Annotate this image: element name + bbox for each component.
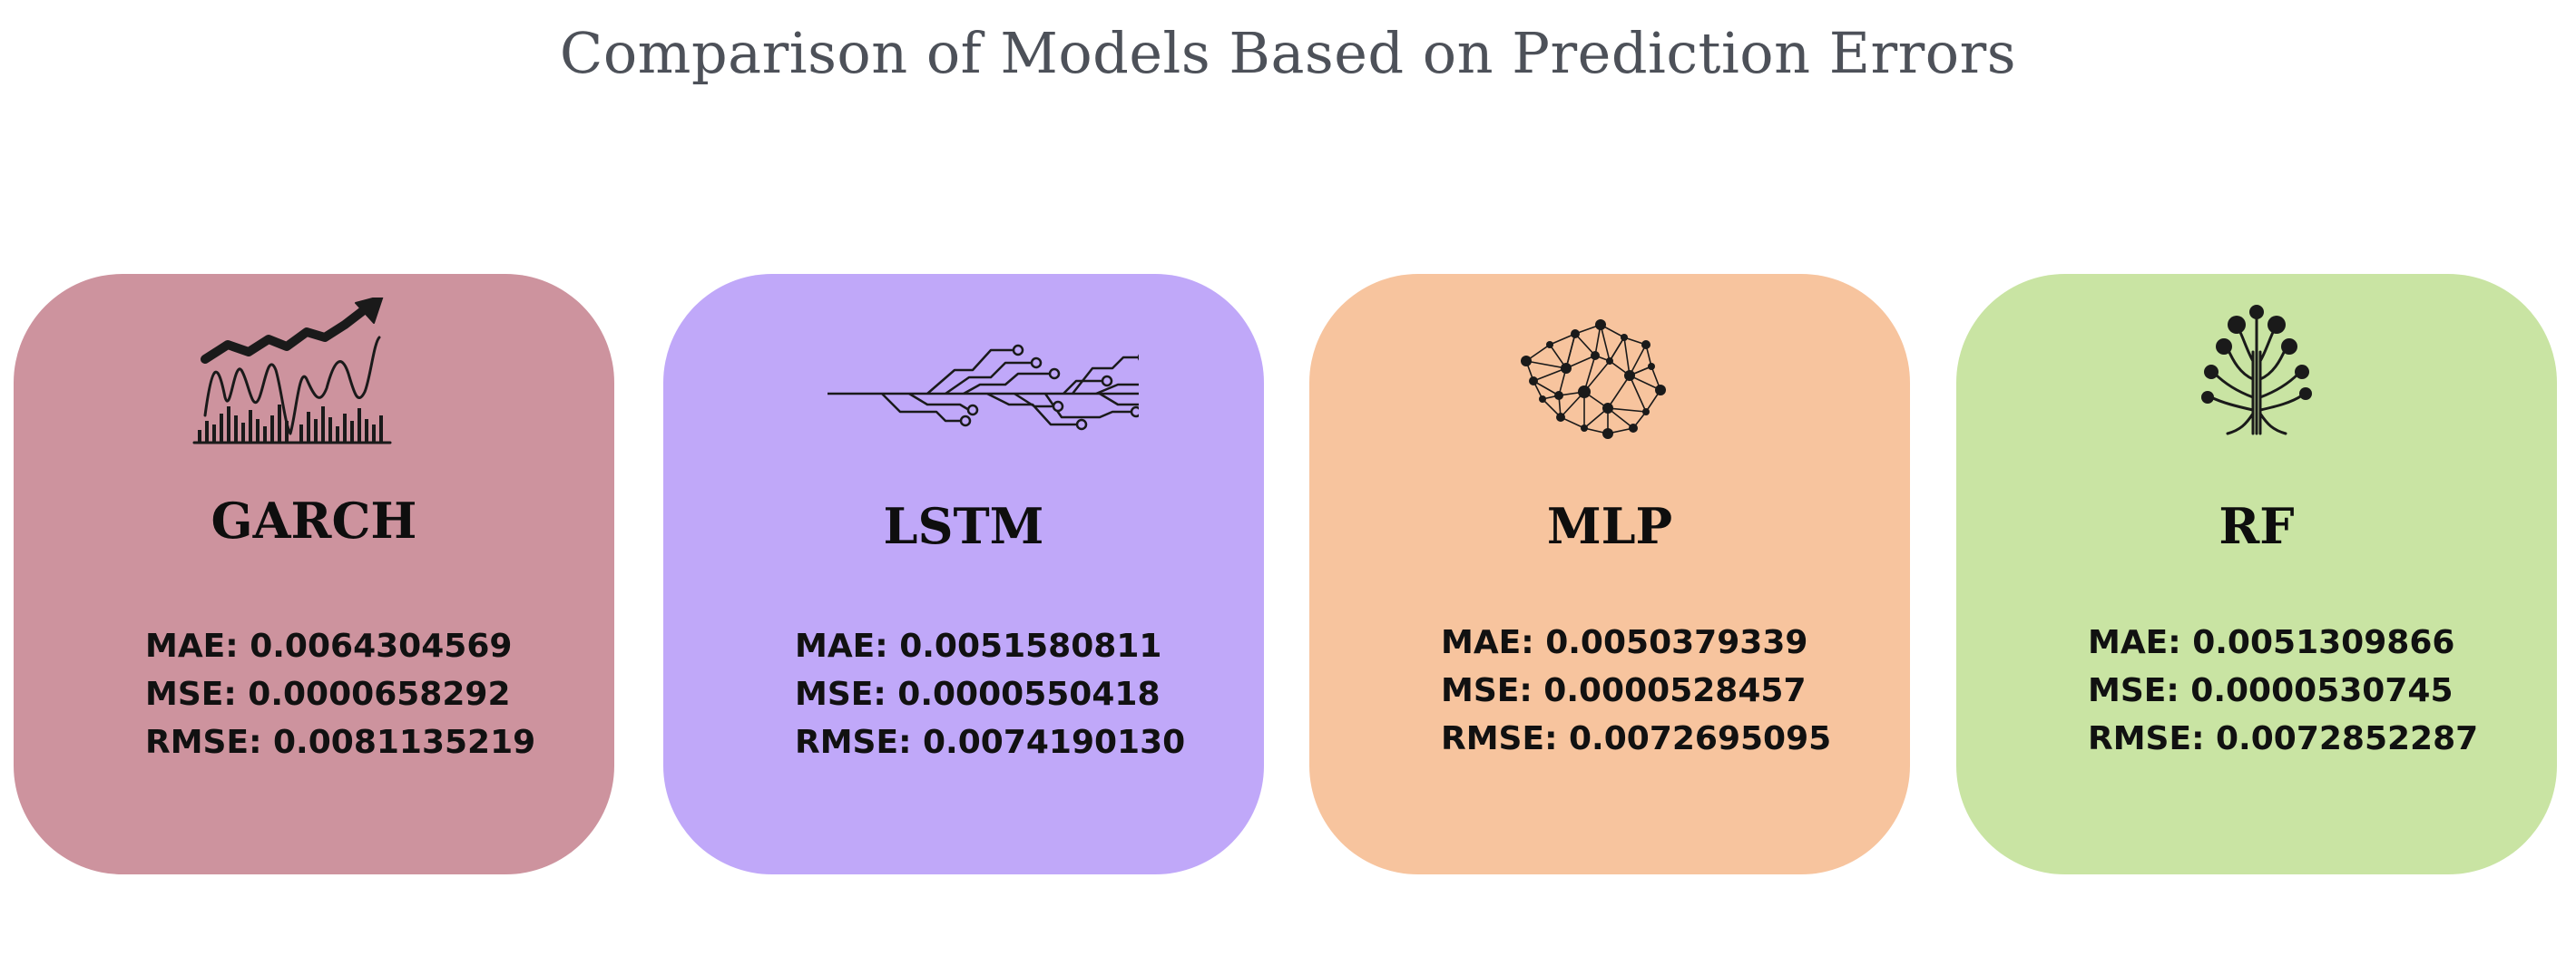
mse-value: MSE: 0.0000530745 — [2088, 672, 2454, 709]
metrics-block: MAE: 0.0064304569 MSE: 0.0000658292 RMSE… — [145, 622, 535, 766]
model-card-lstm: LSTM MAE: 0.0051580811 MSE: 0.0000550418… — [663, 274, 1264, 874]
model-name: MLP — [1546, 497, 1673, 555]
model-name: LSTM — [883, 497, 1044, 555]
mae-value: MAE: 0.0050379339 — [1441, 624, 1808, 661]
neural-network-icon — [1521, 319, 1666, 439]
circuit-icon — [828, 344, 1139, 431]
model-card-rf: RF MAE: 0.0051309866 MSE: 0.0000530745 R… — [1956, 274, 2557, 874]
mae-value: MAE: 0.0051309866 — [2088, 624, 2455, 661]
tree-icon — [2201, 305, 2312, 435]
rmse-value: RMSE: 0.0074190130 — [795, 724, 1186, 761]
mae-value: MAE: 0.0064304569 — [145, 628, 513, 665]
metrics-block: MAE: 0.0051580811 MSE: 0.0000550418 RMSE… — [795, 622, 1185, 766]
model-card-mlp: MLP MAE: 0.0050379339 MSE: 0.0000528457 … — [1309, 274, 1910, 874]
mse-value: MSE: 0.0000658292 — [145, 676, 511, 713]
mse-value: MSE: 0.0000528457 — [1441, 672, 1807, 709]
rmse-value: RMSE: 0.0081135219 — [145, 724, 536, 761]
metrics-block: MAE: 0.0050379339 MSE: 0.0000528457 RMSE… — [1441, 619, 1831, 763]
page-title: Comparison of Models Based on Prediction… — [559, 20, 2017, 86]
metrics-block: MAE: 0.0051309866 MSE: 0.0000530745 RMSE… — [2088, 619, 2478, 763]
model-name: GARCH — [211, 492, 417, 550]
stock-chart-icon — [192, 298, 392, 444]
mae-value: MAE: 0.0051580811 — [795, 628, 1162, 665]
rmse-value: RMSE: 0.0072695095 — [1441, 720, 1832, 757]
model-card-garch: GARCH MAE: 0.0064304569 MSE: 0.000065829… — [14, 274, 614, 874]
model-name: RF — [2218, 497, 2295, 555]
rmse-value: RMSE: 0.0072852287 — [2088, 720, 2479, 757]
mse-value: MSE: 0.0000550418 — [795, 676, 1161, 713]
